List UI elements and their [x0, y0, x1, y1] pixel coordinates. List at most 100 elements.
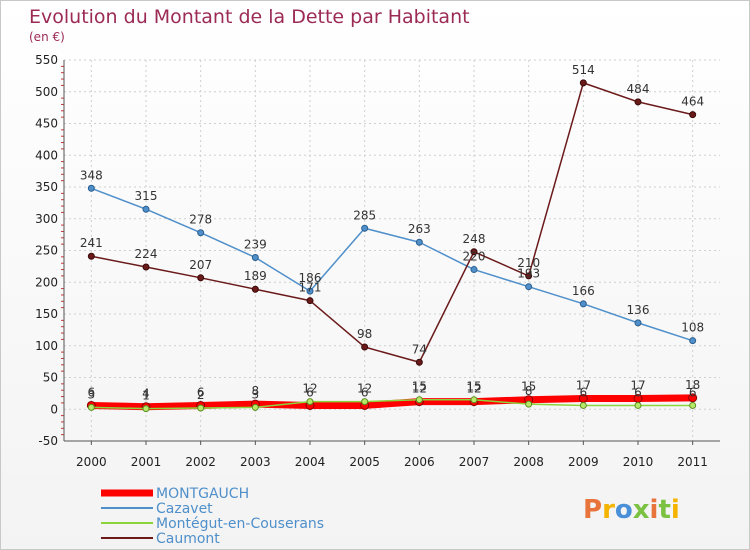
- legend-label: Caumont: [156, 531, 220, 547]
- y-tick-label: 0: [50, 402, 58, 416]
- legend-label: MONTGAUCH: [156, 486, 249, 502]
- data-label: 464: [681, 95, 704, 109]
- y-tick-label: 350: [35, 180, 58, 194]
- data-point: [251, 403, 259, 411]
- data-point: [688, 393, 698, 403]
- data-label: 12: [357, 382, 372, 396]
- y-tick-label: 200: [35, 275, 58, 289]
- data-label: 193: [517, 267, 540, 281]
- data-point: [87, 252, 95, 260]
- data-point: [197, 229, 205, 237]
- y-tick-label: 50: [43, 371, 58, 385]
- data-point: [470, 396, 478, 404]
- x-tick-label: 2011: [677, 455, 708, 469]
- x-tick-label: 2007: [459, 455, 490, 469]
- series-line-2: [91, 398, 693, 410]
- x-tick-label: 2005: [349, 455, 380, 469]
- data-point: [579, 401, 587, 409]
- data-label: 12: [466, 382, 481, 396]
- y-tick-label: 150: [35, 307, 58, 321]
- legend-label: Montégut-en-Couserans: [156, 516, 324, 532]
- data-label: 6: [361, 385, 369, 399]
- data-point: [634, 319, 642, 327]
- y-tick-label: 400: [35, 148, 58, 162]
- data-point: [525, 400, 533, 408]
- data-label: 263: [408, 222, 431, 236]
- data-label: 248: [463, 232, 486, 246]
- data-label: 18: [685, 378, 700, 392]
- data-label: 136: [627, 303, 650, 317]
- data-label: 98: [357, 327, 372, 341]
- data-point: [306, 398, 314, 406]
- data-label: 189: [244, 269, 267, 283]
- data-point: [525, 272, 533, 280]
- data-point: [415, 358, 423, 366]
- axes: -50 0 50 100 150 200 250 300 350 400 450 500 550 2000…: [35, 53, 720, 469]
- data-point: [689, 401, 697, 409]
- data-label: 210: [517, 256, 540, 270]
- data-label: 17: [576, 378, 591, 392]
- data-label: 108: [681, 321, 704, 335]
- data-point: [251, 253, 259, 261]
- data-label: 2: [197, 388, 205, 402]
- data-label: 15: [466, 380, 481, 394]
- chart-subtitle: (en €): [29, 30, 65, 44]
- x-tick-label: 2006: [404, 455, 435, 469]
- data-point: [361, 343, 369, 351]
- data-point: [579, 79, 587, 87]
- grid: [64, 59, 720, 442]
- data-label: 6: [580, 385, 588, 399]
- data-point: [197, 274, 205, 282]
- data-label: 278: [189, 213, 212, 227]
- data-label: 12: [302, 382, 317, 396]
- x-tick-label: 2001: [131, 455, 162, 469]
- x-tick-label: 2003: [240, 455, 271, 469]
- data-label: 171: [299, 281, 322, 295]
- data-label: 8: [525, 384, 533, 398]
- legend: MONTGAUCHCazavetMontégut-en-CouseransCau…: [101, 486, 324, 547]
- data-label: 6: [634, 385, 642, 399]
- proxiti-logo: Proxiti: [583, 495, 680, 525]
- chart-title: Evolution du Montant de la Dette par Hab…: [29, 6, 470, 28]
- y-tick-label: 450: [35, 117, 58, 131]
- data-label: 3: [252, 387, 260, 401]
- x-tick-label: 2010: [623, 455, 654, 469]
- data-label: 17: [630, 378, 645, 392]
- data-label: 207: [189, 258, 212, 272]
- data-label: 4: [142, 387, 150, 401]
- data-point: [525, 283, 533, 291]
- data-point: [142, 263, 150, 271]
- data-point: [634, 401, 642, 409]
- data-labels: 6 4 6 8 6 6 12 12 15 17 17 183483152782391862852632…: [80, 63, 704, 403]
- y-tick-label: 100: [35, 339, 58, 353]
- data-label: 224: [135, 247, 158, 261]
- data-point: [87, 184, 95, 192]
- series-layer: [86, 79, 698, 413]
- x-tick-label: 2002: [185, 455, 216, 469]
- data-label: 15: [412, 380, 427, 394]
- data-point: [142, 405, 150, 413]
- data-label: 6: [689, 385, 697, 399]
- data-point: [361, 398, 369, 406]
- logo-text: Proxiti: [583, 495, 680, 525]
- y-tick-label: -50: [38, 434, 58, 448]
- x-tick-label: 2008: [513, 455, 544, 469]
- series-line-0: [91, 394, 693, 411]
- data-point: [142, 205, 150, 213]
- data-label: 220: [463, 250, 486, 264]
- data-point: [197, 404, 205, 412]
- data-point: [579, 300, 587, 308]
- data-label: 3: [88, 387, 96, 401]
- data-label: 1: [142, 389, 150, 403]
- data-label: 241: [80, 236, 103, 250]
- data-point: [689, 337, 697, 345]
- data-point: [470, 248, 478, 256]
- data-point: [689, 111, 697, 119]
- data-point: [415, 396, 423, 404]
- data-label: 74: [412, 342, 427, 356]
- data-label: 6: [88, 385, 96, 399]
- y-tick-label: 500: [35, 85, 58, 99]
- data-point: [361, 224, 369, 232]
